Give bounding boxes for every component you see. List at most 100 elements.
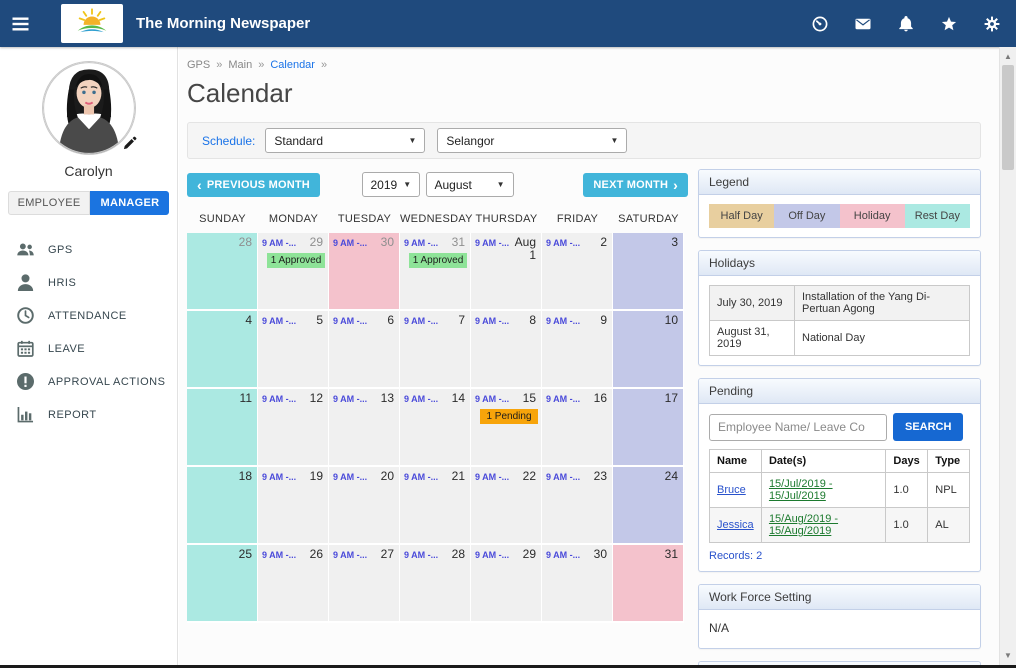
sidebar-item-hris[interactable]: HRIS bbox=[17, 266, 177, 299]
leave-badge-approved[interactable]: 1 Approved bbox=[409, 253, 467, 268]
calendar-day-18: 18 bbox=[187, 467, 258, 545]
month-select[interactable]: August ▼ bbox=[425, 172, 514, 197]
breadcrumb: GPS » Main » Calendar » bbox=[187, 59, 999, 71]
shift-event-link[interactable]: 9 AM -... bbox=[404, 394, 439, 404]
shift-event-link[interactable]: 9 AM -... bbox=[333, 394, 368, 404]
shift-event-link[interactable]: 9 AM -... bbox=[475, 550, 510, 560]
previous-month-button[interactable]: ‹ PREVIOUS MONTH bbox=[187, 172, 320, 197]
shift-event-link[interactable]: 9 AM -... bbox=[475, 472, 510, 482]
leave-dates-link[interactable]: 15/Aug/2019 - 15/Aug/2019 bbox=[768, 513, 839, 537]
manager-toggle-button[interactable]: MANAGER bbox=[90, 191, 170, 215]
edit-avatar-icon[interactable] bbox=[123, 135, 138, 150]
shift-event-link[interactable]: 9 AM -... bbox=[475, 394, 510, 404]
leave-days: 1.0 bbox=[885, 507, 929, 543]
leave-badge-approved[interactable]: 1 Approved bbox=[267, 253, 325, 268]
calendar-day-10: 10 bbox=[613, 311, 684, 389]
sidebar-item-report[interactable]: REPORT bbox=[17, 398, 177, 431]
sidebar-item-label: HRIS bbox=[48, 276, 77, 289]
schedule-label: Schedule: bbox=[202, 133, 256, 148]
shift-event-link[interactable]: 9 AM -... bbox=[475, 238, 510, 248]
star-icon[interactable] bbox=[941, 16, 957, 32]
scroll-up-arrow-icon[interactable]: ▲ bbox=[1004, 52, 1012, 61]
shift-event-link[interactable]: 9 AM -... bbox=[262, 472, 297, 482]
app-logo[interactable] bbox=[61, 4, 123, 43]
sidebar-item-leave[interactable]: LEAVE bbox=[17, 332, 177, 365]
day-number: 28 bbox=[238, 235, 252, 249]
shift-event-link[interactable]: 9 AM -... bbox=[333, 550, 368, 560]
shift-event-link[interactable]: 9 AM -... bbox=[546, 472, 581, 482]
sidebar-item-approval-actions[interactable]: APPROVAL ACTIONS bbox=[17, 365, 177, 398]
shift-event-link[interactable]: 9 AM -... bbox=[546, 238, 581, 248]
month-value: August bbox=[434, 177, 472, 192]
holiday-date: August 31, 2019 bbox=[709, 320, 795, 356]
schedule-location-select[interactable]: Selangor ▼ bbox=[437, 128, 628, 153]
day-number: 6 bbox=[387, 313, 394, 327]
legend-panel: Legend Half Day Off Day Holiday Rest Day bbox=[698, 169, 981, 238]
breadcrumb-gps[interactable]: GPS bbox=[187, 59, 211, 71]
employee-name-link[interactable]: Jessica bbox=[717, 519, 754, 531]
day-number: 26 bbox=[309, 547, 323, 561]
scroll-down-arrow-icon[interactable]: ▼ bbox=[1004, 651, 1012, 660]
role-toggle: EMPLOYEE MANAGER bbox=[0, 191, 177, 215]
dashboard-icon[interactable] bbox=[812, 16, 828, 32]
shift-event-link[interactable]: 9 AM -... bbox=[262, 316, 297, 326]
exclamation-icon bbox=[17, 373, 34, 390]
column-header-date-s: Date(s) bbox=[760, 449, 887, 473]
calendar-day-30: 30 9 AM -... bbox=[329, 233, 400, 311]
mail-icon[interactable] bbox=[855, 16, 871, 32]
pending-leave-row: Jessica 15/Aug/2019 - 15/Aug/2019 1.0 AL bbox=[709, 507, 970, 543]
shift-event-link[interactable]: 9 AM -... bbox=[404, 550, 439, 560]
shift-event-link[interactable]: 9 AM -... bbox=[262, 394, 297, 404]
legend-half-day: Half Day bbox=[709, 204, 775, 228]
breadcrumb-main[interactable]: Main bbox=[228, 59, 253, 71]
records-count: Records: 2 bbox=[709, 550, 763, 562]
day-number: 10 bbox=[664, 313, 678, 327]
shift-event-link[interactable]: 9 AM -... bbox=[333, 238, 368, 248]
vertical-scrollbar[interactable]: ▲ ▼ bbox=[999, 47, 1016, 665]
column-header-name: Name bbox=[709, 449, 762, 473]
breadcrumb-calendar[interactable]: Calendar bbox=[270, 59, 315, 71]
pending-search-input[interactable] bbox=[709, 413, 887, 441]
calendar-day-5: 5 9 AM -... bbox=[258, 311, 329, 389]
day-number: 30 bbox=[593, 547, 607, 561]
year-select[interactable]: 2019 ▼ bbox=[361, 172, 420, 197]
gear-icon[interactable] bbox=[984, 16, 1000, 32]
calendar-day-31: 31 bbox=[613, 545, 684, 623]
next-month-button[interactable]: NEXT MONTH › bbox=[583, 172, 688, 197]
scrollbar-thumb[interactable] bbox=[1002, 65, 1014, 170]
employee-on-leave-panel: Employee On Leave - 07/Aug/2019 NameDate… bbox=[698, 661, 981, 665]
shift-event-link[interactable]: 9 AM -... bbox=[404, 238, 439, 248]
shift-event-link[interactable]: 9 AM -... bbox=[404, 472, 439, 482]
holiday-name: National Day bbox=[794, 320, 970, 356]
hamburger-menu-icon[interactable] bbox=[12, 17, 29, 31]
calendar-day-29: 29 9 AM -... bbox=[471, 545, 542, 623]
shift-event-link[interactable]: 9 AM -... bbox=[404, 316, 439, 326]
employee-name-link[interactable]: Bruce bbox=[717, 484, 746, 496]
shift-event-link[interactable]: 9 AM -... bbox=[546, 394, 581, 404]
shift-event-link[interactable]: 9 AM -... bbox=[333, 472, 368, 482]
shift-event-link[interactable]: 9 AM -... bbox=[546, 316, 581, 326]
shift-event-link[interactable]: 9 AM -... bbox=[262, 238, 297, 248]
calendar-day-9: 9 9 AM -... bbox=[542, 311, 613, 389]
day-number: 25 bbox=[238, 547, 252, 561]
sidebar-item-attendance[interactable]: ATTENDANCE bbox=[17, 299, 177, 332]
calendar-day-23: 23 9 AM -... bbox=[542, 467, 613, 545]
shift-event-link[interactable]: 9 AM -... bbox=[333, 316, 368, 326]
leave-dates-link[interactable]: 15/Jul/2019 - 15/Jul/2019 bbox=[768, 478, 833, 502]
bell-icon[interactable] bbox=[898, 15, 914, 32]
schedule-type-select[interactable]: Standard ▼ bbox=[265, 128, 426, 153]
shift-event-link[interactable]: 9 AM -... bbox=[475, 316, 510, 326]
breadcrumb-separator: » bbox=[216, 59, 223, 71]
employee-toggle-button[interactable]: EMPLOYEE bbox=[7, 191, 91, 215]
pending-search-button[interactable]: SEARCH bbox=[893, 413, 964, 441]
day-number: 21 bbox=[451, 469, 465, 483]
day-number: 3 bbox=[671, 235, 678, 249]
calendar-day-20: 20 9 AM -... bbox=[329, 467, 400, 545]
holidays-panel-title: Holidays bbox=[699, 251, 980, 276]
shift-event-link[interactable]: 9 AM -... bbox=[546, 550, 581, 560]
shift-event-link[interactable]: 9 AM -... bbox=[262, 550, 297, 560]
calendar-day-28: 28 bbox=[187, 233, 258, 311]
calendar-day-29: 29 9 AM -... 1 Approved bbox=[258, 233, 329, 311]
sidebar-item-gps[interactable]: GPS bbox=[17, 233, 177, 266]
leave-badge-pending[interactable]: 1 Pending bbox=[480, 409, 538, 424]
